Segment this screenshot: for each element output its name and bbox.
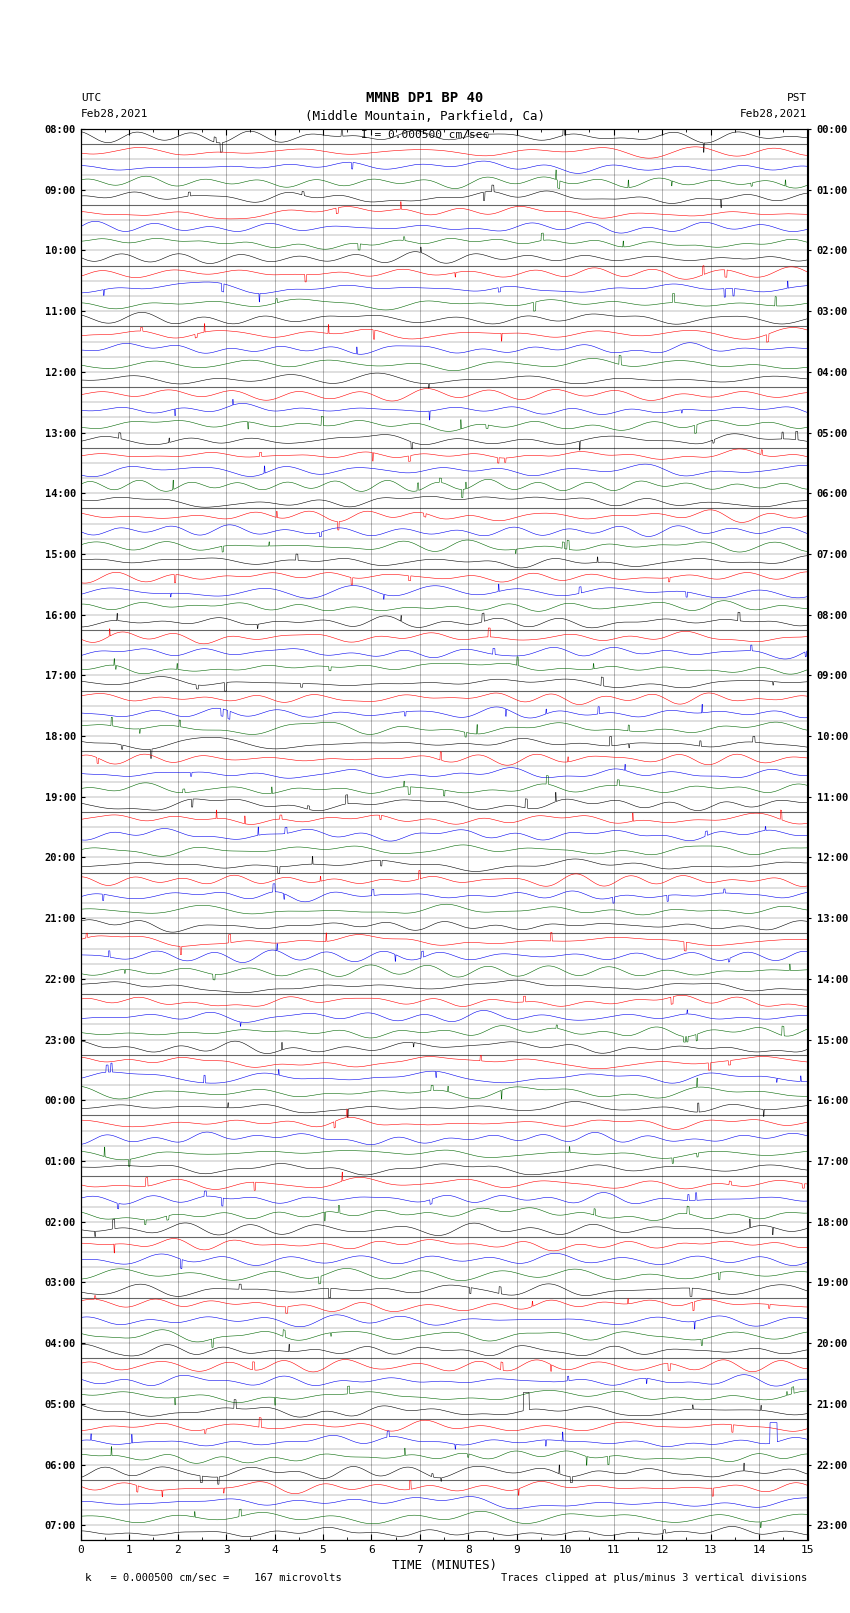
Text: MMNB DP1 BP 40: MMNB DP1 BP 40 [366, 90, 484, 105]
Text: (Middle Mountain, Parkfield, Ca): (Middle Mountain, Parkfield, Ca) [305, 110, 545, 123]
Text: Feb28,2021: Feb28,2021 [740, 110, 808, 119]
Text: PST: PST [787, 94, 808, 103]
Text: k: k [85, 1573, 92, 1582]
Text: Traces clipped at plus/minus 3 vertical divisions: Traces clipped at plus/minus 3 vertical … [502, 1573, 808, 1582]
X-axis label: TIME (MINUTES): TIME (MINUTES) [392, 1560, 496, 1573]
Text: UTC: UTC [81, 94, 101, 103]
Text: = 0.000500 cm/sec =    167 microvolts: = 0.000500 cm/sec = 167 microvolts [98, 1573, 342, 1582]
Text: Feb28,2021: Feb28,2021 [81, 110, 148, 119]
Text: I = 0.000500 cm/sec: I = 0.000500 cm/sec [361, 131, 489, 140]
